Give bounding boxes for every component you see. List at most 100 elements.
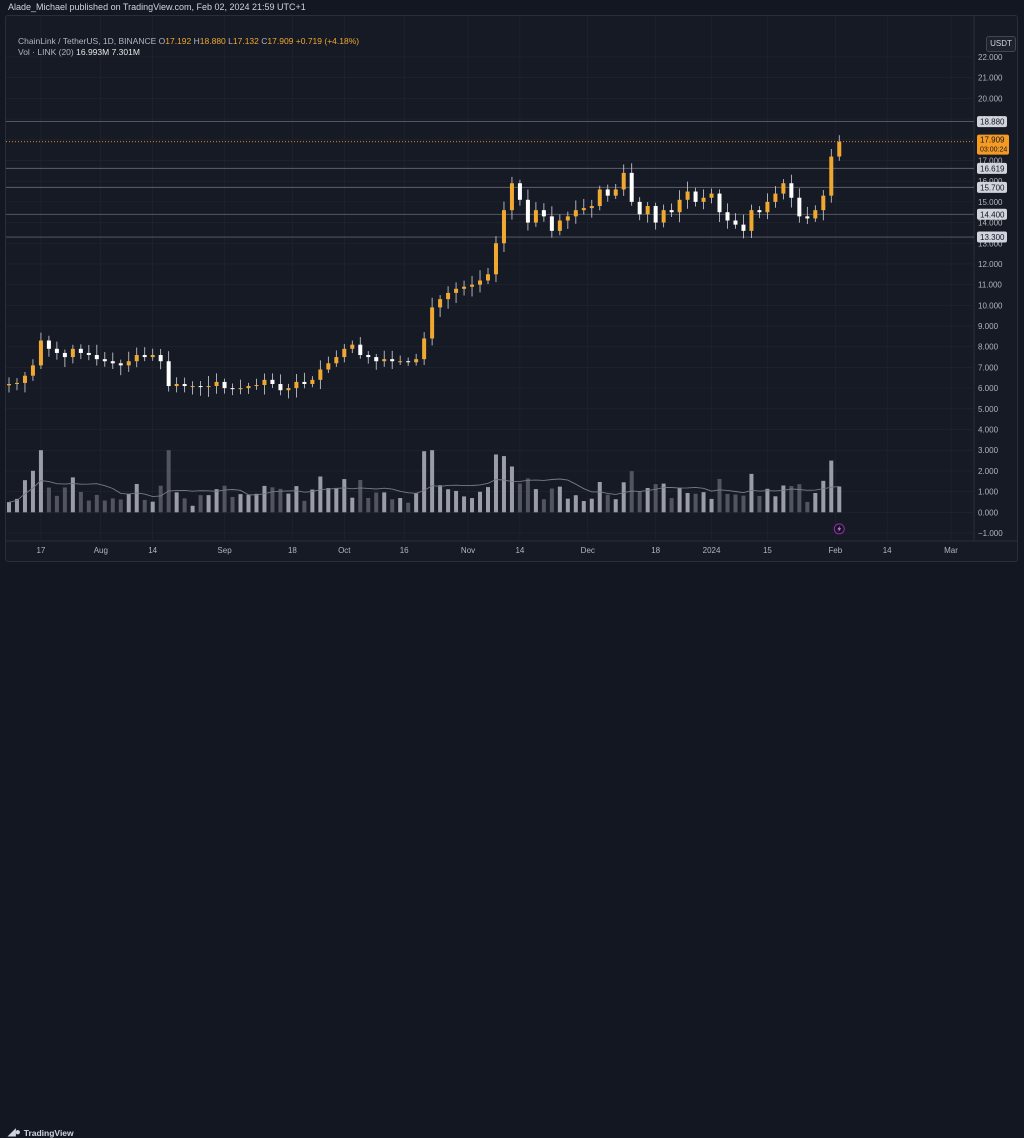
- candle-body: [14, 382, 19, 384]
- volume-bar: [454, 490, 459, 513]
- volume-bar: [382, 492, 387, 513]
- symbol-name: ChainLink / TetherUS, 1D, BINANCE: [18, 36, 157, 46]
- price-level-tag: [977, 181, 1007, 193]
- volume-bar: [38, 450, 43, 513]
- x-tick-label: Nov: [461, 546, 475, 555]
- volume-legend: Vol · LINK (20) 16.993M 7.301M: [18, 47, 140, 57]
- candle-body: [150, 355, 155, 358]
- currency-button[interactable]: USDT: [986, 36, 1016, 52]
- candle-body: [134, 355, 139, 362]
- candle-body: [286, 388, 291, 391]
- chart-panel[interactable]: 22.00021.00020.00019.00018.00017.00016.0…: [5, 15, 1018, 562]
- candle-body: [278, 383, 283, 391]
- volume-bar: [302, 500, 307, 513]
- candle-body: [565, 216, 570, 221]
- candle-body: [709, 193, 714, 198]
- tradingview-logo-icon: ◢●: [8, 1127, 21, 1138]
- candle-body: [509, 183, 514, 211]
- volume-bar: [470, 498, 475, 513]
- volume-bar: [501, 456, 506, 513]
- candle-body: [342, 348, 347, 358]
- volume-bar: [749, 473, 754, 513]
- volume-bar: [102, 500, 107, 513]
- volume-bar: [525, 478, 530, 513]
- candle-body: [789, 183, 794, 198]
- candle-body: [70, 348, 75, 358]
- x-tick-label: 18: [651, 546, 660, 555]
- y-tick-label: 4.000: [978, 426, 999, 435]
- candle-body: [374, 357, 379, 362]
- price-level-label: 14.400: [980, 210, 1005, 219]
- candlestick-chart[interactable]: 22.00021.00020.00019.00018.00017.00016.0…: [6, 16, 1017, 561]
- tradingview-brand[interactable]: ◢● TradingView: [8, 1127, 74, 1138]
- candle-body: [222, 381, 227, 389]
- y-tick-label: 7.000: [978, 363, 999, 372]
- candle-body: [142, 355, 147, 358]
- volume-bar: [7, 502, 11, 513]
- volume-bar: [110, 498, 115, 513]
- x-tick-label: 14: [515, 546, 524, 555]
- volume-bar: [645, 487, 650, 513]
- x-tick-label: 14: [148, 546, 157, 555]
- y-tick-label: 16.000: [978, 177, 1003, 186]
- volume-bar: [493, 454, 498, 513]
- close-value: 17.909: [267, 36, 294, 46]
- volume-bar: [805, 501, 810, 513]
- volume-bar: [789, 486, 794, 513]
- y-tick-label: 22.000: [978, 53, 1003, 62]
- volume-ma-line: [8, 478, 840, 503]
- candle-body: [693, 191, 698, 202]
- price-level-tag: [977, 231, 1007, 243]
- volume-bar: [230, 496, 235, 513]
- candle-body: [158, 355, 163, 362]
- volume-bar: [765, 488, 770, 513]
- volume-bar: [62, 487, 67, 513]
- volume-bar: [573, 495, 578, 513]
- candle-body: [94, 355, 99, 360]
- candle-body: [390, 359, 395, 362]
- volume-bar: [557, 486, 562, 513]
- volume-bar: [414, 493, 419, 513]
- price-level-tag: [977, 208, 1007, 220]
- y-tick-label: 8.000: [978, 343, 999, 352]
- candle-body: [493, 243, 498, 275]
- candle-body: [46, 340, 51, 349]
- volume-bar: [270, 487, 275, 513]
- volume-bar: [198, 495, 203, 513]
- price-level-label: 16.619: [980, 164, 1005, 173]
- volume-bar: [837, 486, 842, 513]
- volume-bar: [829, 460, 834, 513]
- volume-bar: [709, 498, 714, 513]
- volume-bar: [781, 485, 786, 513]
- candle-body: [358, 344, 363, 356]
- volume-bar: [182, 498, 187, 513]
- volume-bar: [621, 482, 626, 513]
- price-level-tag: [977, 116, 1007, 128]
- y-tick-label: 12.000: [978, 260, 1003, 269]
- volume-bar: [278, 488, 283, 513]
- volume-bar: [693, 493, 698, 513]
- volume-label: Vol · LINK (20): [18, 47, 74, 57]
- volume-bar: [30, 470, 35, 513]
- volume-bar: [613, 499, 618, 513]
- candle-body: [246, 386, 251, 389]
- volume-bar: [509, 466, 514, 513]
- candle-body: [414, 359, 419, 363]
- candle-body: [478, 280, 483, 285]
- volume-bar: [406, 502, 411, 513]
- candle-body: [837, 141, 842, 157]
- volume-bar: [733, 494, 738, 513]
- volume-bar: [813, 492, 818, 513]
- volume-bar: [549, 488, 554, 513]
- volume-bar: [14, 498, 19, 513]
- candle-body: [525, 199, 530, 223]
- open-value: 17.192: [165, 36, 192, 46]
- volume-bar: [541, 499, 546, 513]
- volume-bar: [430, 450, 435, 513]
- candle-body: [486, 274, 490, 281]
- candle-body: [829, 156, 834, 196]
- y-tick-label: 13.000: [978, 239, 1003, 248]
- volume-bar: [597, 481, 602, 513]
- candle-body: [102, 359, 107, 362]
- volume-bar: [78, 492, 83, 513]
